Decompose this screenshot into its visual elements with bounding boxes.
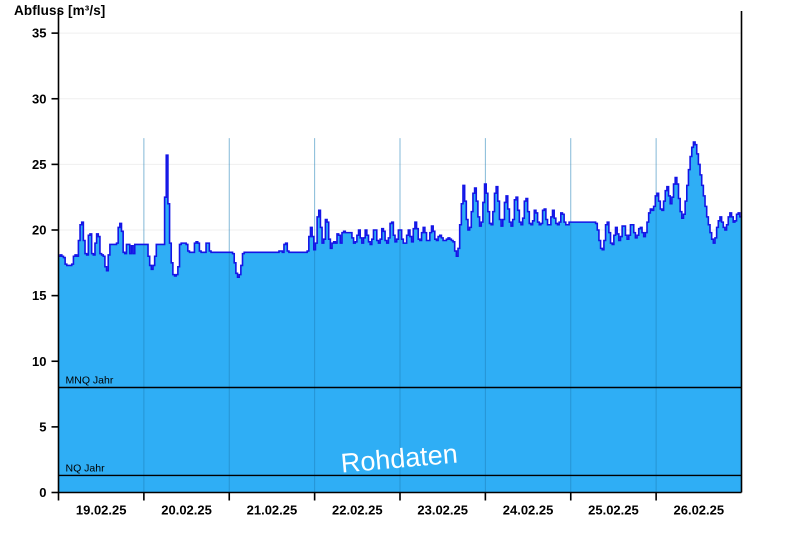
x-axis-tick-label: 21.02.25: [247, 503, 298, 518]
reference-lines-group: MNQ Jahr NQ Jahr: [58, 375, 742, 477]
x-axis-tick-label: 20.02.25: [161, 503, 212, 518]
y-axis-tick-label: 15: [32, 288, 46, 303]
y-axis-tick-label: 0: [39, 485, 46, 500]
reference-label-mnq: MNQ Jahr: [66, 375, 114, 387]
x-axis-tick-label: 25.02.25: [588, 503, 639, 518]
y-axis-tick-label: 5: [39, 419, 46, 434]
y-axis-tick-label: 30: [32, 91, 46, 106]
y-axis-tick-label: 10: [32, 354, 46, 369]
x-axis-tick-label: 22.02.25: [332, 503, 383, 518]
x-axis-tick-label: 19.02.25: [76, 503, 127, 518]
x-axis-tick-label: 23.02.25: [417, 503, 468, 518]
discharge-line: [58, 141, 742, 279]
x-axis-tick-label: 26.02.25: [674, 503, 725, 518]
chart-title: Abfluss [m³/s]: [14, 3, 106, 18]
y-axis-tick-label: 20: [32, 223, 46, 238]
y-axis-tick-label: 35: [32, 26, 46, 41]
x-axis-ticks-group: 19.02.25 20.02.25 21.02.25 22.02.25 23.02.25…: [57, 492, 725, 518]
y-axis-ticks-group: 0 5 10 15 20 25 30 35: [32, 26, 59, 500]
reference-label-nq: NQ Jahr: [66, 462, 106, 474]
x-axis-tick-label: 24.02.25: [503, 503, 554, 518]
y-axis-tick-label: 25: [32, 157, 46, 172]
data-area-group: [58, 138, 742, 493]
